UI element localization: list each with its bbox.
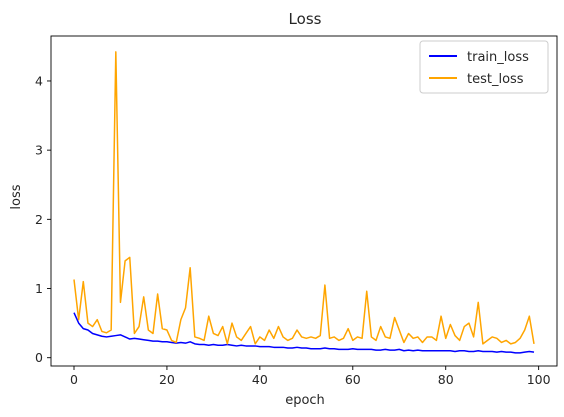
legend-box [419,40,549,94]
x-tick-label: 40 [252,372,268,387]
y-axis-label: loss [9,184,24,209]
legend-label-test_loss: test_loss [467,72,524,87]
legend-label-train_loss: train_loss [467,50,529,65]
plot-lines [73,51,535,354]
x-tick-label: 20 [159,372,175,387]
y-tick-label: 3 [35,143,43,158]
axis-ticks: 0 20 40 60 80 100 0 1 2 3 4 [35,73,551,387]
y-tick-label: 0 [35,350,43,365]
x-tick-label: 60 [345,372,361,387]
y-tick-label: 1 [35,281,43,296]
legend: train_loss test_loss [419,40,549,94]
x-axis-label: epoch [285,393,325,408]
x-tick-label: 100 [527,372,551,387]
chart-title: Loss [289,10,322,28]
plot-frame [50,35,558,367]
x-tick-label: 80 [438,372,454,387]
y-tick-label: 2 [35,212,43,227]
x-tick-label: 0 [70,372,78,387]
series-line-test_loss [73,51,535,345]
y-tick-label: 4 [35,73,43,88]
series-line-train_loss [73,312,535,354]
